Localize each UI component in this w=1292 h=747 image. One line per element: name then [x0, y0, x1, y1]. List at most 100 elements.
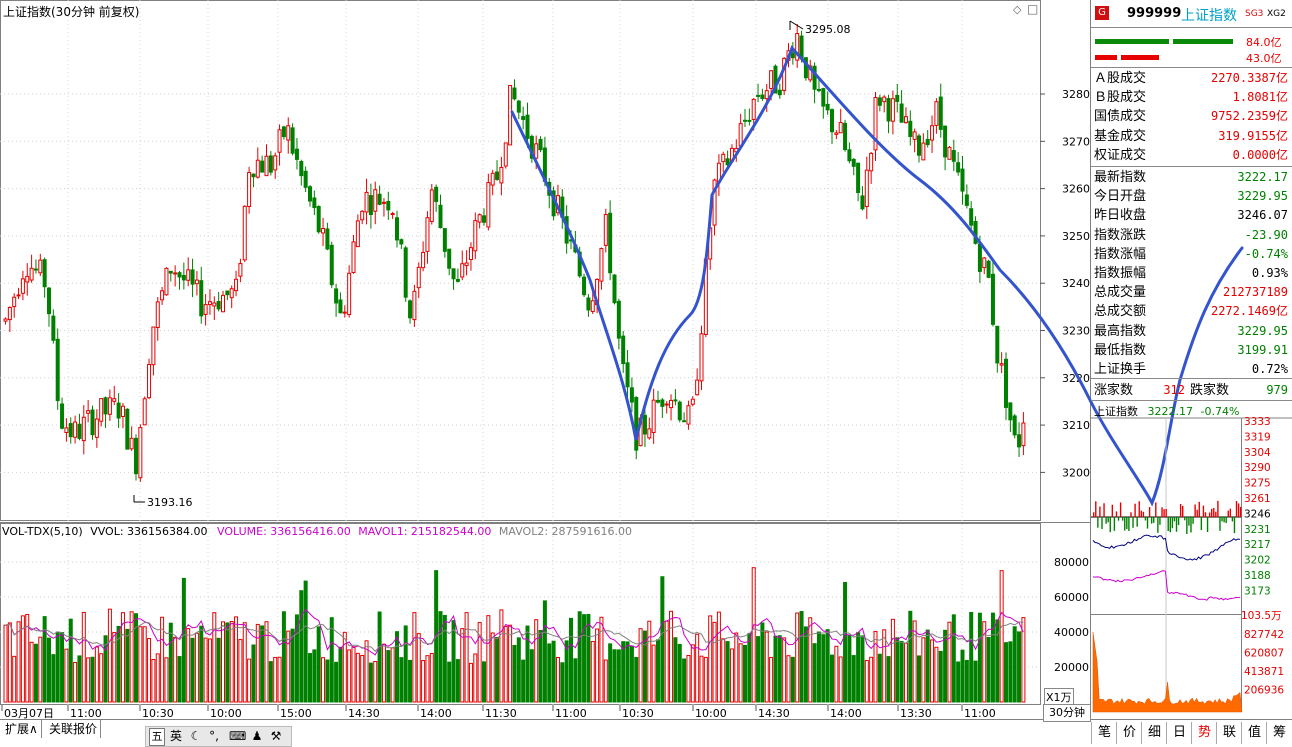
- stat-row: 最高指数 3229.95: [1091, 322, 1292, 341]
- price-tick-label: 3220: [1062, 372, 1090, 385]
- ime-user-icon[interactable]: ♟: [251, 729, 263, 743]
- candle-body: [334, 288, 339, 304]
- candle-body: [934, 101, 939, 126]
- candle-body: [690, 398, 695, 405]
- ime-keyboard-icon[interactable]: ⌨: [229, 729, 247, 743]
- volume-bar: [690, 644, 695, 703]
- candle-body: [277, 129, 282, 153]
- right-tab-7[interactable]: 筹: [1266, 722, 1292, 744]
- volume-bar: [816, 631, 821, 703]
- candle-body: [864, 169, 869, 208]
- chart-close-icon[interactable]: □: [1027, 2, 1039, 16]
- volume-bar: [421, 659, 426, 703]
- candle-body: [956, 162, 961, 173]
- candle-body: [395, 217, 399, 241]
- mini-breadth-bar: [1182, 505, 1184, 517]
- right-tab-4[interactable]: 势: [1191, 722, 1217, 744]
- right-tab-0[interactable]: 笔: [1091, 722, 1117, 744]
- right-tab-2[interactable]: 细: [1141, 722, 1167, 744]
- ime-punct-icon[interactable]: °,: [209, 729, 219, 743]
- candle-body: [373, 189, 378, 212]
- stat-label: 最新指数: [1094, 170, 1147, 185]
- tag-sg3[interactable]: SG3: [1245, 9, 1264, 19]
- timeframe-tab[interactable]: 30分钟: [1043, 704, 1091, 722]
- volume-bar: [508, 624, 513, 703]
- candle-body: [325, 228, 330, 250]
- candle-body: [273, 155, 278, 171]
- mini-vol-tick: 827742: [1244, 629, 1284, 641]
- mini-breadth-bar: [1173, 517, 1176, 522]
- candle-body: [155, 301, 160, 328]
- candle-body: [68, 423, 73, 438]
- volume-bar: [669, 610, 674, 703]
- volume-bar: [577, 611, 582, 703]
- volume-bar: [499, 609, 504, 703]
- ime-english-button[interactable]: 英: [169, 729, 182, 743]
- candle-body: [190, 269, 195, 285]
- time-tick-label: 14:30: [348, 707, 380, 720]
- mini-breadth-bar: [1206, 517, 1209, 532]
- right-tab-5[interactable]: 联: [1216, 722, 1242, 744]
- vol-indicator-header: VOL-TDX(5,10) VVOL: 336156384.00 VOLUME:…: [2, 525, 632, 538]
- mini-breadth-bar: [1155, 502, 1157, 517]
- candle-body: [207, 301, 212, 306]
- volume-bar: [660, 576, 665, 703]
- volume-bar: [873, 630, 878, 703]
- right-tab-3[interactable]: 日: [1166, 722, 1192, 744]
- volume-bar: [512, 644, 517, 703]
- mini-breadth-bar: [1113, 517, 1116, 531]
- ime-moon-icon[interactable]: ☾: [190, 729, 202, 743]
- candle-body: [795, 33, 800, 61]
- volume-bar: [843, 581, 848, 703]
- mavol2-value: MAVOL2: 287591616.00: [498, 525, 633, 538]
- volume-bar: [677, 643, 682, 703]
- stat-label: 指数涨幅: [1094, 246, 1147, 262]
- mini-breadth-bar: [1165, 508, 1167, 517]
- stock-name[interactable]: 上证指数: [1181, 8, 1237, 24]
- time-tick-label: 10:00: [695, 707, 727, 720]
- volume-bar: [416, 633, 421, 703]
- candle-body: [260, 160, 265, 173]
- volume-bar: [960, 649, 965, 703]
- tag-xg2[interactable]: XG2: [1267, 9, 1286, 19]
- volume-bar: [212, 612, 217, 703]
- candle-body: [616, 300, 621, 339]
- tab-extend[interactable]: 扩展∧: [2, 720, 42, 738]
- candle-body: [947, 146, 952, 160]
- candle-body: [3, 318, 8, 322]
- volume-bar: [621, 641, 626, 703]
- candle-body: [77, 423, 82, 439]
- candle-body: [377, 193, 382, 205]
- chart-options-icon[interactable]: ◇: [1013, 3, 1022, 16]
- candle-body: [603, 214, 608, 246]
- volume-bar: [386, 650, 391, 703]
- volume-bar: [216, 637, 221, 703]
- badge-g-icon[interactable]: G: [1095, 6, 1109, 20]
- ime-wubi-button[interactable]: 五: [149, 728, 165, 746]
- volume-bar: [334, 661, 339, 703]
- volume-bar: [120, 612, 125, 703]
- volume-bar: [173, 636, 178, 703]
- candle-body: [660, 399, 665, 407]
- volume-bar: [181, 577, 186, 703]
- ime-settings-icon[interactable]: ⚒: [270, 729, 282, 743]
- mini-breadth-bar: [1229, 508, 1232, 517]
- candle-body: [816, 88, 821, 92]
- right-tab-1[interactable]: 价: [1116, 722, 1142, 744]
- volume-bar: [629, 645, 634, 703]
- time-tick-label: 03月07日: [4, 707, 54, 720]
- volume-bar: [460, 628, 465, 703]
- right-tab-6[interactable]: 值: [1241, 722, 1267, 744]
- mini-price-tick: 3202: [1244, 555, 1271, 567]
- turnover-label: Ａ股成交: [1094, 71, 1147, 86]
- volume-bar: [834, 645, 839, 703]
- mini-breadth-bar: [1115, 511, 1118, 517]
- bar2-value: 43.0亿: [1246, 52, 1282, 65]
- stat-label: 今日开盘: [1094, 189, 1147, 205]
- mini-breadth-bar: [1132, 517, 1134, 528]
- volume-bar: [429, 652, 434, 703]
- volume-bar: [586, 613, 591, 703]
- tab-related-quotes[interactable]: 关联报价: [46, 720, 102, 738]
- candle-body: [625, 362, 630, 388]
